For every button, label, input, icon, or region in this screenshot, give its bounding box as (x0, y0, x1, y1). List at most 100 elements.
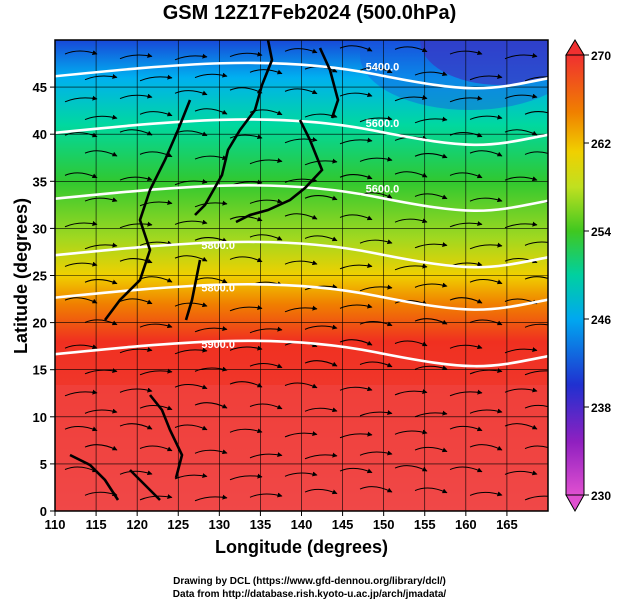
wind-arrow (504, 470, 538, 476)
wind-arrow (194, 237, 228, 243)
wind-arrow (504, 221, 538, 229)
wind-arrow (504, 387, 538, 393)
wind-arrow (174, 347, 208, 355)
wind-arrow (524, 111, 548, 115)
wind-arrow (84, 279, 118, 285)
wind-arrow (359, 156, 393, 162)
wind-arrow (304, 195, 338, 201)
wind-arrow (359, 116, 393, 123)
contour-label: 5800.0 (201, 283, 235, 295)
wind-arrow (194, 155, 228, 161)
wind-arrow (469, 150, 503, 157)
wind-arrow (84, 368, 118, 375)
x-tick-label: 145 (332, 517, 354, 532)
x-tick-label: 130 (208, 517, 230, 532)
wind-arrow (249, 363, 283, 369)
colorbar-tick-label: 238 (591, 401, 611, 415)
wind-arrow (469, 197, 503, 203)
wind-arrow (469, 279, 503, 285)
wind-arrow (449, 466, 483, 473)
wind-arrow (469, 242, 503, 250)
wind-arrow (304, 235, 338, 242)
wind-arrow (449, 297, 483, 304)
wind-arrow (84, 74, 118, 81)
wind-arrow (524, 495, 548, 501)
wind-arrow (414, 282, 448, 288)
wind-arrow (119, 129, 153, 136)
wind-arrow (229, 473, 263, 481)
wind-arrow (229, 345, 263, 351)
wind-arrow (119, 176, 153, 182)
x-tick-label: 140 (291, 517, 313, 532)
y-tick-label: 0 (40, 504, 47, 519)
wind-arrow (394, 389, 428, 396)
wind-arrow (504, 423, 538, 430)
wind-arrow (359, 67, 393, 74)
wind-arrow (119, 347, 153, 354)
y-tick-label: 45 (33, 80, 47, 95)
wind-arrow (194, 449, 228, 455)
wind-arrow (359, 450, 393, 456)
wind-arrow (524, 151, 548, 155)
wind-arrow (304, 360, 338, 367)
wind-arrow (414, 71, 448, 77)
wind-arrow (174, 219, 208, 225)
wind-arrow (139, 276, 173, 283)
wind-arrow (284, 471, 318, 477)
wind-arrow (64, 297, 98, 304)
wind-arrow (359, 361, 393, 368)
wind-arrow (359, 410, 393, 417)
wind-arrow (469, 408, 503, 414)
wind-arrow (414, 242, 448, 249)
x-tick-label: 115 (86, 517, 107, 532)
x-tick-label: 150 (373, 517, 395, 532)
wind-arrow (284, 137, 318, 144)
wind-arrow (194, 326, 228, 333)
wind-arrow (194, 72, 228, 79)
height-contours: 5400.0 5600.0 5600.0 5800.0 5800.0 5900.0 (55, 61, 548, 368)
wind-arrow (339, 431, 373, 439)
wind-arrow (119, 53, 153, 60)
wind-arrow (284, 305, 318, 313)
wind-arrow (449, 389, 483, 397)
wind-arrow (339, 92, 373, 98)
wind-arrow (119, 470, 153, 476)
wind-arrow (139, 445, 173, 452)
x-tick-label: 160 (455, 517, 477, 532)
wind-arrow (249, 234, 283, 241)
wind-arrow (469, 74, 503, 81)
y-axis-ticks: 0 5 10 15 20 25 30 35 40 45 (33, 80, 55, 519)
wind-arrow (524, 241, 548, 246)
y-tick-label: 35 (33, 174, 47, 189)
wind-arrow (84, 319, 118, 326)
wind-arrow (449, 221, 483, 228)
wind-arrow (339, 386, 373, 392)
wind-arrow (284, 213, 318, 220)
wind-arrow (229, 256, 263, 263)
wind-arrow (524, 370, 548, 376)
y-tick-label: 5 (40, 457, 47, 472)
wind-arrow (284, 260, 318, 266)
wind-arrow (249, 198, 283, 204)
wind-arrow (339, 137, 373, 145)
colorbar-tick-label: 262 (591, 137, 611, 151)
wind-arrow (194, 108, 228, 115)
wind-arrow (414, 487, 448, 494)
wind-arrow (84, 408, 118, 414)
colorbar-tick-label: 230 (591, 489, 611, 503)
wind-arrow (414, 193, 448, 200)
wind-arrow (414, 153, 448, 159)
wind-arrow (64, 389, 98, 397)
wind-arrow (359, 239, 393, 245)
wind-arrow (139, 405, 173, 411)
height-contour (55, 339, 548, 368)
wind-arrow (284, 431, 318, 438)
wind-arrow (139, 74, 173, 82)
wind-arrow (469, 368, 503, 375)
wind-arrow (339, 45, 373, 52)
y-tick-label: 15 (33, 363, 47, 378)
wind-arrow (414, 365, 448, 371)
wind-arrow (84, 114, 118, 121)
wind-arrow (469, 491, 503, 497)
wind-arrow (139, 151, 173, 158)
